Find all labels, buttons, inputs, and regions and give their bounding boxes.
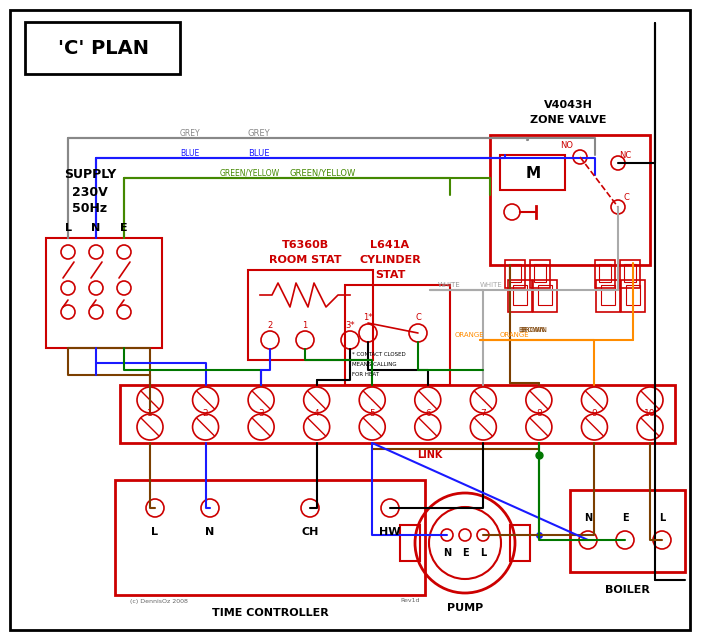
Text: E: E: [120, 223, 128, 233]
Bar: [400, 525, 420, 561]
Text: 9: 9: [592, 410, 597, 419]
Bar: [626, 285, 640, 305]
Bar: [624, 264, 636, 282]
Text: BROWN: BROWN: [518, 327, 545, 333]
Bar: [530, 260, 550, 288]
Bar: [620, 260, 640, 288]
Bar: [505, 260, 525, 288]
Text: MEANS CALLING: MEANS CALLING: [352, 363, 397, 367]
Text: BOILER: BOILER: [604, 585, 649, 595]
Text: ROOM STAT: ROOM STAT: [269, 255, 341, 265]
Text: N: N: [584, 513, 592, 523]
Text: 2: 2: [267, 320, 272, 329]
Text: L: L: [659, 513, 665, 523]
Text: NC: NC: [619, 151, 631, 160]
Bar: [533, 280, 557, 312]
Bar: [595, 260, 615, 288]
Text: N: N: [91, 223, 100, 233]
Text: TIME CONTROLLER: TIME CONTROLLER: [211, 608, 329, 618]
Bar: [115, 480, 425, 595]
Text: 10: 10: [644, 410, 656, 419]
Text: Rev1d: Rev1d: [400, 599, 420, 603]
Text: 230V: 230V: [72, 185, 108, 199]
Text: 3*: 3*: [345, 320, 355, 329]
Bar: [601, 285, 615, 305]
Bar: [509, 264, 521, 282]
Text: L641A: L641A: [371, 240, 409, 250]
Text: HW: HW: [379, 527, 401, 537]
Text: 8: 8: [536, 410, 542, 419]
Text: C: C: [623, 194, 629, 203]
Bar: [46, 238, 162, 348]
Text: L: L: [65, 223, 72, 233]
Text: L: L: [152, 527, 159, 537]
Text: CH: CH: [301, 527, 319, 537]
Text: GREY: GREY: [248, 128, 271, 138]
Text: M: M: [525, 165, 541, 181]
Text: ORANGE: ORANGE: [500, 332, 529, 338]
Text: GREEN/YELLOW: GREEN/YELLOW: [290, 169, 356, 178]
Text: V4043H: V4043H: [543, 100, 592, 110]
Bar: [534, 264, 546, 282]
Text: 5: 5: [369, 410, 375, 419]
Bar: [248, 270, 373, 360]
Text: 7: 7: [480, 410, 486, 419]
Text: BLUE: BLUE: [180, 149, 199, 158]
Bar: [599, 264, 611, 282]
Text: 1: 1: [147, 410, 153, 419]
Text: CYLINDER: CYLINDER: [359, 255, 421, 265]
Text: WHITE: WHITE: [438, 282, 461, 288]
Text: FOR HEAT: FOR HEAT: [352, 372, 379, 378]
Bar: [345, 285, 450, 385]
Bar: [513, 285, 527, 305]
Text: GREEN/YELLOW: GREEN/YELLOW: [220, 169, 280, 178]
Text: LINK: LINK: [417, 450, 443, 460]
Text: (c) DennisOz 2008: (c) DennisOz 2008: [130, 599, 188, 603]
Bar: [508, 280, 532, 312]
Bar: [538, 285, 552, 305]
Text: 1: 1: [303, 320, 307, 329]
Text: ZONE VALVE: ZONE VALVE: [530, 115, 607, 125]
Bar: [25, 22, 180, 74]
Text: BLUE: BLUE: [248, 149, 270, 158]
Text: GREY: GREY: [180, 128, 201, 138]
Text: 6: 6: [425, 410, 430, 419]
Text: L: L: [480, 548, 486, 558]
Text: 1*: 1*: [363, 313, 373, 322]
Text: C: C: [415, 313, 421, 322]
Bar: [490, 135, 650, 265]
Text: 4: 4: [314, 410, 319, 419]
Bar: [120, 385, 675, 443]
Text: STAT: STAT: [375, 270, 405, 280]
Text: NO: NO: [560, 140, 574, 149]
Text: BROWN: BROWN: [520, 327, 547, 333]
Text: ORANGE: ORANGE: [455, 332, 484, 338]
Text: E: E: [622, 513, 628, 523]
Text: 3: 3: [258, 410, 264, 419]
Text: T6360B: T6360B: [282, 240, 329, 250]
Text: SUPPLY: SUPPLY: [64, 169, 116, 181]
Bar: [570, 490, 685, 572]
Text: E: E: [462, 548, 468, 558]
Text: 2: 2: [203, 410, 208, 419]
Bar: [500, 155, 565, 190]
Text: N: N: [206, 527, 215, 537]
Text: WHITE: WHITE: [480, 282, 503, 288]
Text: * CONTACT CLOSED: * CONTACT CLOSED: [352, 353, 406, 358]
Text: 50Hz: 50Hz: [72, 203, 107, 215]
Text: PUMP: PUMP: [447, 603, 483, 613]
Text: 'C' PLAN: 'C' PLAN: [58, 38, 149, 58]
Text: N: N: [443, 548, 451, 558]
Bar: [510, 525, 530, 561]
Bar: [596, 280, 620, 312]
Bar: [621, 280, 645, 312]
